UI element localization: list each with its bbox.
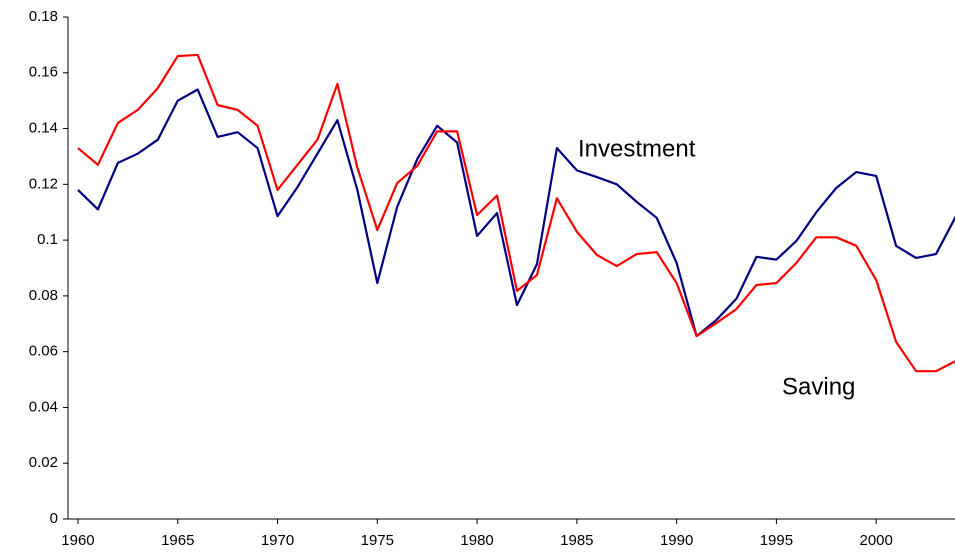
y-tick-label: 0.18 xyxy=(29,8,58,25)
y-tick-label: 0.02 xyxy=(29,454,58,471)
y-tick-label: 0 xyxy=(50,510,58,527)
y-tick-label: 0.16 xyxy=(29,64,58,81)
x-tick-label: 1975 xyxy=(361,532,394,549)
x-tick-label: 1970 xyxy=(261,532,294,549)
x-tick-label: 1985 xyxy=(560,532,593,549)
series-line xyxy=(77,53,955,373)
y-tick-label: 0.08 xyxy=(29,287,58,304)
series-line xyxy=(77,88,955,338)
x-tick-label: 1980 xyxy=(460,532,493,549)
x-tick-label: 1965 xyxy=(161,532,194,549)
series-label: Saving xyxy=(782,373,855,400)
y-tick-label: 0.14 xyxy=(29,120,58,137)
x-tick-label: 1960 xyxy=(61,532,94,549)
y-tick-label: 0.1 xyxy=(37,231,58,248)
y-tick-label: 0.04 xyxy=(29,398,58,415)
y-tick-label: 0.12 xyxy=(29,175,58,192)
y-tick-label: 0.06 xyxy=(29,343,58,360)
x-tick-label: 1995 xyxy=(760,532,793,549)
series-label: Investment xyxy=(578,135,696,162)
x-tick-label: 1990 xyxy=(660,532,693,549)
x-tick-label: 2000 xyxy=(859,532,892,549)
